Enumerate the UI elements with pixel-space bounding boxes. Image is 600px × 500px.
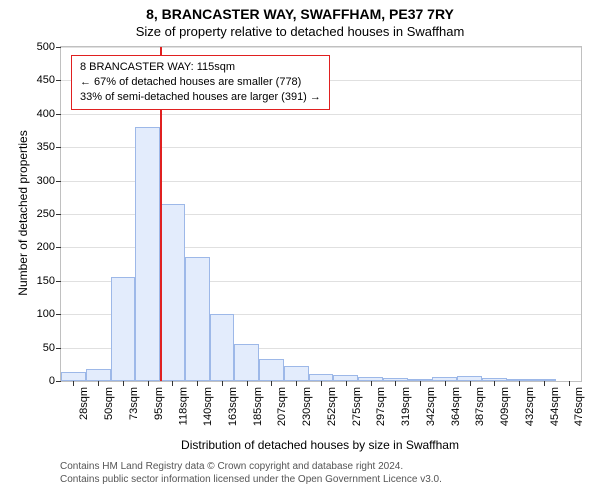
page-subtitle: Size of property relative to detached ho… <box>0 24 600 39</box>
annotation-line: 8 BRANCASTER WAY: 115sqm <box>80 60 321 75</box>
xtick-label: 409sqm <box>499 387 511 426</box>
ytick-label: 150 <box>37 275 55 287</box>
xtick-label: 252sqm <box>326 387 338 426</box>
annotation-box: 8 BRANCASTER WAY: 115sqm← 67% of detache… <box>71 55 330 110</box>
xtick-label: 275sqm <box>351 387 363 426</box>
ytick-mark <box>56 348 61 349</box>
ytick-mark <box>56 247 61 248</box>
page-title: 8, BRANCASTER WAY, SWAFFHAM, PE37 7RY <box>0 6 600 22</box>
xtick-label: 230sqm <box>301 387 313 426</box>
xtick-mark <box>123 381 124 386</box>
xtick-mark <box>470 381 471 386</box>
y-axis-title: Number of detached properties <box>16 46 30 380</box>
xtick-mark <box>321 381 322 386</box>
xtick-label: 185sqm <box>252 387 264 426</box>
xtick-label: 319sqm <box>400 387 412 426</box>
histogram-bar <box>210 314 235 381</box>
xtick-mark <box>544 381 545 386</box>
ytick-label: 200 <box>37 241 55 253</box>
histogram-bar <box>61 372 86 381</box>
xtick-label: 50sqm <box>103 387 115 420</box>
xtick-label: 454sqm <box>549 387 561 426</box>
xtick-label: 73sqm <box>128 387 140 420</box>
annotation-line: 33% of semi-detached houses are larger (… <box>80 90 321 105</box>
ytick-mark <box>56 114 61 115</box>
gridline <box>61 47 581 48</box>
ytick-label: 450 <box>37 74 55 86</box>
footnote-line-2: Contains public sector information licen… <box>60 473 442 486</box>
ytick-label: 400 <box>37 108 55 120</box>
ytick-label: 100 <box>37 308 55 320</box>
xtick-mark <box>98 381 99 386</box>
ytick-label: 250 <box>37 208 55 220</box>
xtick-label: 163sqm <box>227 387 239 426</box>
xtick-mark <box>197 381 198 386</box>
gridline <box>61 114 581 115</box>
xtick-mark <box>247 381 248 386</box>
xtick-mark <box>271 381 272 386</box>
xtick-label: 28sqm <box>78 387 90 420</box>
xtick-mark <box>148 381 149 386</box>
histogram-bar <box>111 277 136 381</box>
xtick-mark <box>371 381 372 386</box>
xtick-mark <box>494 381 495 386</box>
xtick-label: 140sqm <box>202 387 214 426</box>
annotation-line: ← 67% of detached houses are smaller (77… <box>80 75 321 90</box>
histogram-bar <box>86 369 111 381</box>
ytick-mark <box>56 147 61 148</box>
histogram-bar <box>284 366 309 381</box>
histogram-bar <box>234 344 259 381</box>
chart-container: 8, BRANCASTER WAY, SWAFFHAM, PE37 7RY Si… <box>0 0 600 500</box>
ytick-mark <box>56 80 61 81</box>
x-axis-title: Distribution of detached houses by size … <box>60 438 580 452</box>
ytick-mark <box>56 281 61 282</box>
xtick-label: 95sqm <box>153 387 165 420</box>
ytick-label: 50 <box>43 342 55 354</box>
xtick-label: 476sqm <box>574 387 586 426</box>
xtick-mark <box>172 381 173 386</box>
ytick-mark <box>56 214 61 215</box>
ytick-label: 0 <box>49 375 55 387</box>
xtick-label: 387sqm <box>475 387 487 426</box>
xtick-label: 364sqm <box>450 387 462 426</box>
xtick-mark <box>445 381 446 386</box>
xtick-mark <box>395 381 396 386</box>
histogram-bar <box>259 359 284 381</box>
ytick-label: 350 <box>37 141 55 153</box>
xtick-mark <box>519 381 520 386</box>
xtick-mark <box>346 381 347 386</box>
xtick-label: 207sqm <box>276 387 288 426</box>
xtick-label: 118sqm <box>177 387 189 425</box>
ytick-mark <box>56 181 61 182</box>
xtick-mark <box>296 381 297 386</box>
ytick-mark <box>56 381 61 382</box>
ytick-mark <box>56 47 61 48</box>
plot-area: 05010015020025030035040045050028sqm50sqm… <box>60 46 582 382</box>
xtick-mark <box>73 381 74 386</box>
histogram-bar <box>185 257 210 381</box>
xtick-mark <box>569 381 570 386</box>
xtick-mark <box>222 381 223 386</box>
histogram-bar <box>160 204 185 381</box>
histogram-bar <box>135 127 160 381</box>
ytick-mark <box>56 314 61 315</box>
ytick-label: 500 <box>37 41 55 53</box>
xtick-label: 297sqm <box>376 387 388 426</box>
footnote-line-1: Contains HM Land Registry data © Crown c… <box>60 460 442 473</box>
ytick-label: 300 <box>37 175 55 187</box>
footnote: Contains HM Land Registry data © Crown c… <box>60 460 442 486</box>
xtick-label: 342sqm <box>425 387 437 426</box>
histogram-bar <box>309 374 334 381</box>
xtick-label: 432sqm <box>524 387 536 426</box>
xtick-mark <box>420 381 421 386</box>
